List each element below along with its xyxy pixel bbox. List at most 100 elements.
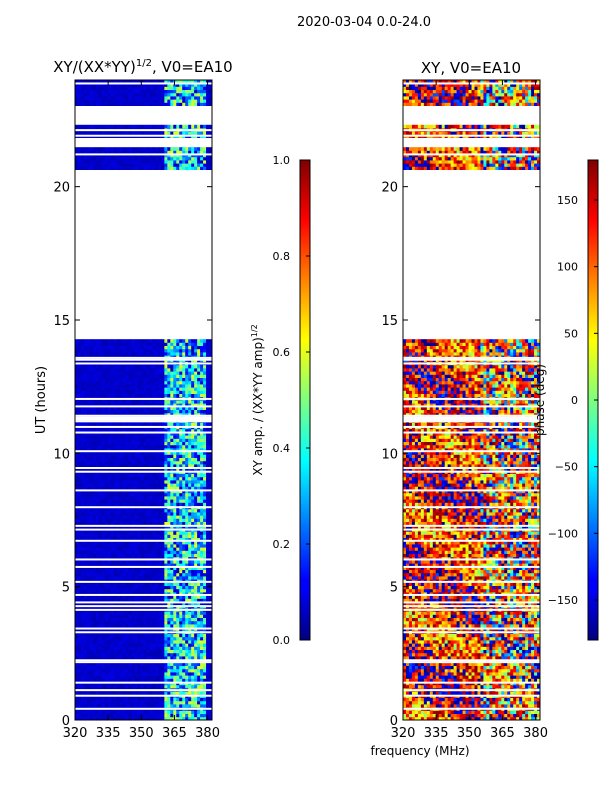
- amplitude-cell: [179, 656, 183, 660]
- amplitude-cell: [182, 620, 186, 625]
- amplitude-cell: [137, 617, 141, 622]
- amplitude-cell: [80, 585, 85, 590]
- amplitude-cell: [185, 406, 189, 410]
- amplitude-cell: [179, 678, 183, 682]
- amplitude-cell: [158, 649, 162, 654]
- amplitude-cell: [167, 713, 171, 718]
- amplitude-cell: [179, 454, 183, 458]
- amplitude-cell: [119, 566, 124, 570]
- amplitude-cell: [185, 387, 189, 391]
- amplitude-cell: [86, 672, 91, 676]
- amplitude-cell: [125, 665, 130, 670]
- amplitude-cell: [104, 640, 109, 644]
- amplitude-cell: [80, 521, 85, 526]
- amplitude-cell: [173, 652, 177, 657]
- amplitude-cell: [80, 499, 85, 503]
- amplitude-cell: [176, 652, 180, 657]
- amplitude-cell: [170, 531, 174, 535]
- amplitude-cell: [167, 409, 171, 414]
- amplitude-cell: [203, 380, 207, 385]
- amplitude-cell: [158, 585, 162, 590]
- amplitude-cell: [152, 432, 156, 436]
- amplitude-cell: [77, 550, 82, 554]
- amplitude-cell: [107, 512, 112, 516]
- amplitude-cell: [113, 457, 118, 462]
- amplitude-cell: [152, 480, 156, 484]
- amplitude-cell: [164, 512, 168, 516]
- amplitude-cell: [197, 544, 201, 548]
- amplitude-cell: [86, 614, 91, 618]
- amplitude-cell: [107, 640, 112, 644]
- amplitude-cell: [155, 704, 159, 708]
- amplitude-cell: [188, 550, 192, 554]
- amplitude-cell: [206, 652, 210, 657]
- amplitude-cell: [164, 544, 168, 548]
- amplitude-cell: [128, 563, 132, 567]
- amplitude-cell: [194, 595, 198, 599]
- amplitude-cell: [98, 572, 103, 577]
- amplitude-cell: [203, 697, 207, 702]
- amplitude-cell: [206, 563, 210, 567]
- amplitude-cell: [122, 716, 127, 720]
- amplitude-cell: [164, 441, 168, 446]
- amplitude-cell: [75, 672, 79, 676]
- amplitude-cell: [203, 576, 207, 580]
- amplitude-cell: [104, 377, 109, 382]
- amplitude-cell: [83, 614, 88, 618]
- amplitude-cell: [83, 652, 88, 657]
- amplitude-cell: [197, 534, 201, 538]
- amplitude-cell: [167, 636, 171, 641]
- amplitude-cell: [83, 620, 88, 625]
- amplitude-cell: [203, 403, 207, 407]
- amplitude-cell: [122, 582, 127, 586]
- amplitude-cell: [161, 649, 165, 654]
- amplitude-cell: [140, 502, 144, 506]
- amplitude-cell: [140, 371, 144, 375]
- amplitude-cell: [155, 380, 159, 385]
- amplitude-cell: [77, 700, 82, 705]
- amplitude-cell: [101, 448, 106, 452]
- amplitude-cell: [95, 713, 100, 718]
- amplitude-cell: [128, 502, 132, 506]
- amplitude-cell: [101, 646, 106, 650]
- amplitude-cell: [75, 640, 79, 644]
- amplitude-cell: [75, 665, 79, 670]
- amplitude-cell: [185, 374, 189, 378]
- amplitude-cell: [194, 486, 198, 490]
- amplitude-cell: [110, 684, 115, 689]
- amplitude-cell: [80, 393, 85, 398]
- amplitude-cell: [188, 624, 192, 628]
- amplitude-cell: [125, 697, 130, 702]
- amplitude-cell: [143, 656, 147, 660]
- amplitude-cell: [191, 585, 195, 590]
- amplitude-cell: [125, 620, 130, 625]
- amplitude-cell: [77, 668, 82, 673]
- amplitude-cell: [104, 576, 109, 580]
- amplitude-cell: [95, 489, 100, 494]
- amplitude-cell: [89, 521, 94, 526]
- amplitude-cell: [92, 483, 97, 487]
- amplitude-cell: [176, 534, 180, 538]
- amplitude-cell: [209, 662, 212, 666]
- amplitude-cell: [98, 492, 103, 497]
- amplitude-cell: [164, 489, 168, 494]
- amplitude-cell: [206, 617, 210, 622]
- amplitude-cell: [131, 566, 135, 570]
- amplitude-cell: [176, 691, 180, 695]
- amplitude-cell: [149, 569, 153, 574]
- amplitude-cell: [146, 668, 150, 673]
- amplitude-cell: [164, 518, 168, 522]
- amplitude-cell: [200, 492, 204, 497]
- amplitude-cell: [149, 563, 153, 567]
- amplitude-cell: [110, 483, 115, 487]
- amplitude-cell: [122, 531, 127, 535]
- amplitude-cell: [191, 483, 195, 487]
- amplitude-cell: [176, 438, 180, 442]
- amplitude-cell: [116, 633, 121, 638]
- amplitude-cell: [140, 560, 144, 564]
- amplitude-cell: [176, 457, 180, 462]
- amplitude-cell: [116, 560, 121, 564]
- amplitude-cell: [80, 438, 85, 442]
- amplitude-cell: [107, 633, 112, 638]
- amplitude-cell: [170, 710, 174, 714]
